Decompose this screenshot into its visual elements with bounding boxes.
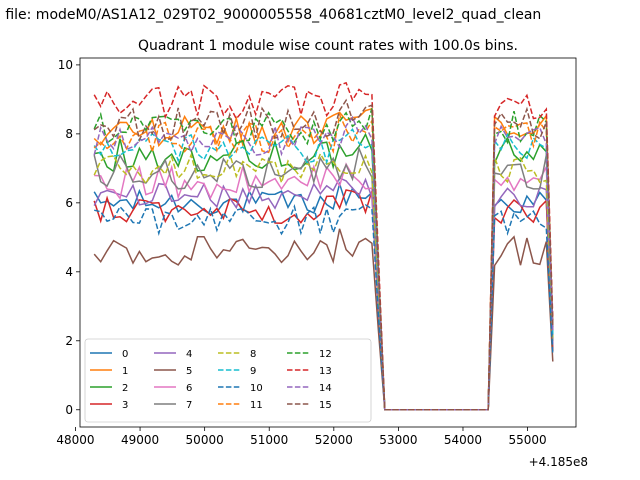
x-tick-label: 54000 <box>444 433 482 447</box>
x-tick-label: 48000 <box>56 433 94 447</box>
x-tick-label: 50000 <box>186 433 224 447</box>
legend-label-15: 15 <box>319 400 332 411</box>
legend-label-7: 7 <box>186 400 192 411</box>
figure-suptitle: n file: modeM0/AS1A12_029T02_9000005558_… <box>0 7 541 23</box>
legend-label-5: 5 <box>186 366 192 377</box>
plot-frame <box>79 57 577 428</box>
y-tick-label: 0 <box>65 403 73 417</box>
y-tick-label: 10 <box>58 58 73 72</box>
x-tick-label: 52000 <box>315 433 353 447</box>
series-line-14 <box>93 115 554 411</box>
legend-label-4: 4 <box>186 349 192 360</box>
x-tick-label: 49000 <box>121 433 159 447</box>
y-tick-label: 6 <box>65 196 73 210</box>
legend-label-0: 0 <box>122 349 128 360</box>
legend-label-8: 8 <box>250 349 256 360</box>
x-tick-label: 51000 <box>250 433 288 447</box>
legend-label-1: 1 <box>122 366 128 377</box>
legend-label-12: 12 <box>319 349 332 360</box>
chart-title: Quadrant 1 module wise count rates with … <box>138 38 518 54</box>
legend-label-13: 13 <box>319 366 332 377</box>
x-tick-label: 53000 <box>379 433 417 447</box>
x-tick-label: 55000 <box>508 433 546 447</box>
y-tick-label: 2 <box>65 334 73 348</box>
legend-label-9: 9 <box>250 366 256 377</box>
series-line-15 <box>93 98 554 411</box>
legend-label-10: 10 <box>250 383 263 394</box>
y-tick-label: 8 <box>65 127 73 141</box>
legend-label-14: 14 <box>319 383 332 394</box>
legend-label-6: 6 <box>186 383 192 394</box>
y-tick-label: 4 <box>65 265 73 279</box>
x-offset-label: +4.185e8 <box>529 455 588 469</box>
legend-frame <box>84 338 372 423</box>
x-axis: 48000 49000 50000 51000 52000 53000 54000 55000 <box>56 427 547 447</box>
legend-label-2: 2 <box>122 383 128 394</box>
y-axis: 0 2 4 6 8 10 <box>58 58 80 417</box>
legend-label-11: 11 <box>250 400 263 411</box>
series-layer <box>93 81 554 411</box>
legend-label-3: 3 <box>122 400 128 411</box>
